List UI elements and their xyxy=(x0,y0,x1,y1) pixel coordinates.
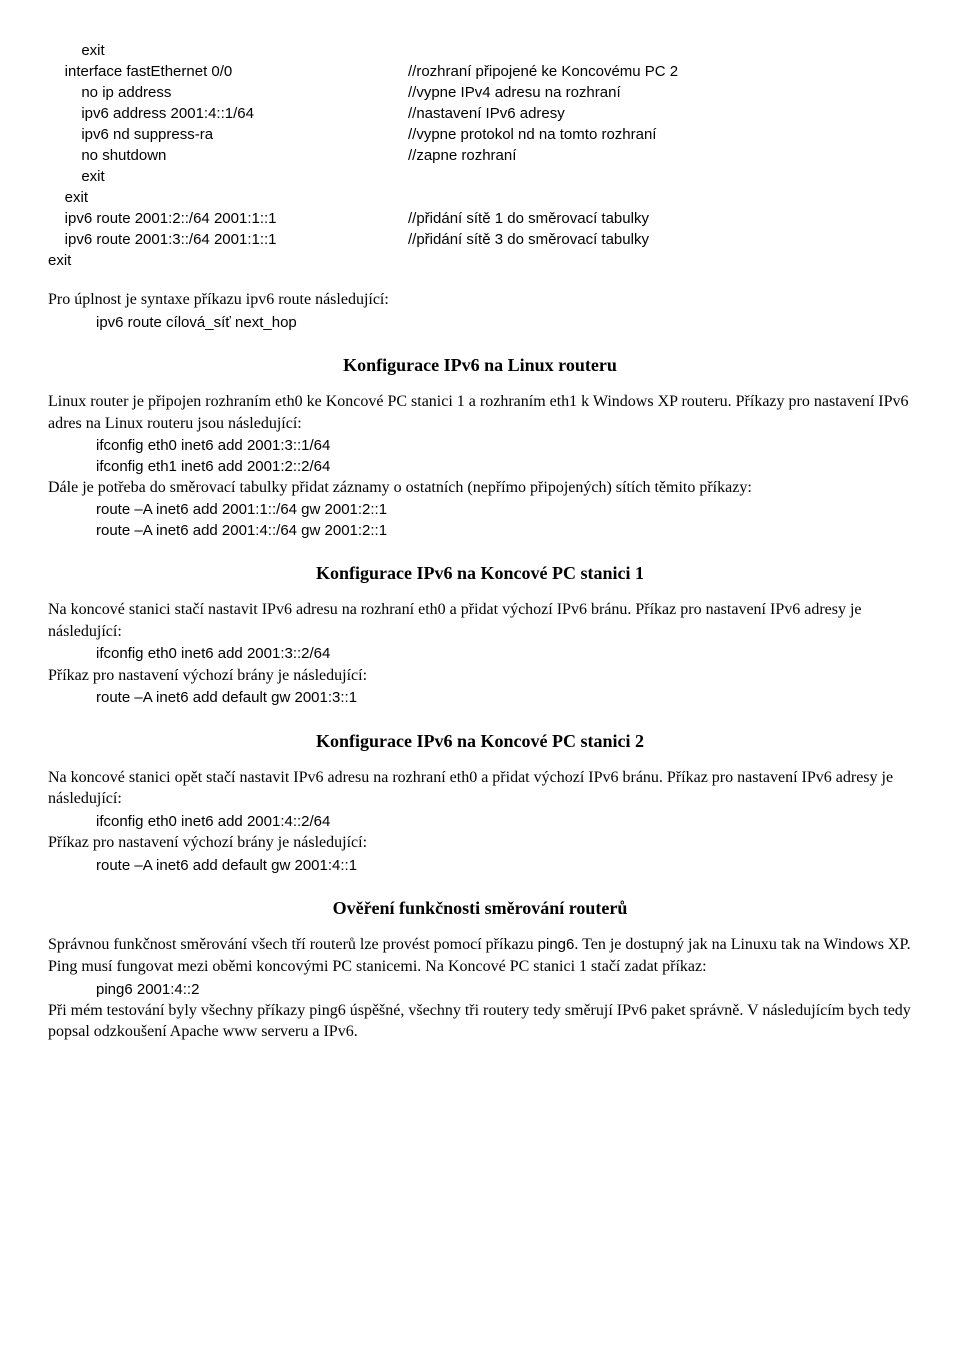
linux-para-2: Dále je potřeba do směrovací tabulky při… xyxy=(48,477,912,499)
linux-route-1: route –A inet6 add 2001:1::/64 gw 2001:2… xyxy=(48,500,912,520)
pc2-route: route –A inet6 add default gw 2001:4::1 xyxy=(48,856,912,876)
pc1-para-2: Příkaz pro nastavení výchozí brány je ná… xyxy=(48,665,912,687)
heading-pc2: Konfigurace IPv6 na Koncové PC stanici 2 xyxy=(48,729,912,753)
linux-ifconfig-eth0: ifconfig eth0 inet6 add 2001:3::1/64 xyxy=(48,436,912,456)
pc2-ifconfig: ifconfig eth0 inet6 add 2001:4::2/64 xyxy=(48,812,912,832)
syntax-intro: Pro úplnost je syntaxe příkazu ipv6 rout… xyxy=(48,289,912,311)
pc1-route: route –A inet6 add default gw 2001:3::1 xyxy=(48,688,912,708)
heading-pc1: Konfigurace IPv6 na Koncové PC stanici 1 xyxy=(48,561,912,585)
pc2-para-2: Příkaz pro nastavení výchozí brány je ná… xyxy=(48,832,912,854)
linux-route-2: route –A inet6 add 2001:4::/64 gw 2001:2… xyxy=(48,521,912,541)
heading-verify: Ověření funkčnosti směrování routerů xyxy=(48,896,912,920)
pc1-para-1: Na koncové stanici stačí nastavit IPv6 a… xyxy=(48,599,912,642)
cisco-config-block: exit interface fastEthernet 0/0//rozhran… xyxy=(48,40,912,271)
syntax-code: ipv6 route cílová_síť next_hop xyxy=(48,313,912,333)
verify-para-1: Správnou funkčnost směrování všech tří r… xyxy=(48,934,912,977)
pc1-ifconfig: ifconfig eth0 inet6 add 2001:3::2/64 xyxy=(48,644,912,664)
linux-ifconfig-eth1: ifconfig eth1 inet6 add 2001:2::2/64 xyxy=(48,457,912,477)
heading-linux-router: Konfigurace IPv6 na Linux routeru xyxy=(48,353,912,377)
verify-para-2: Při mém testování byly všechny příkazy p… xyxy=(48,1000,912,1043)
verify-ping: ping6 2001:4::2 xyxy=(48,980,912,1000)
pc2-para-1: Na koncové stanici opět stačí nastavit I… xyxy=(48,767,912,810)
linux-para-1: Linux router je připojen rozhraním eth0 … xyxy=(48,391,912,434)
ping6-cmd: ping6 xyxy=(538,936,575,953)
